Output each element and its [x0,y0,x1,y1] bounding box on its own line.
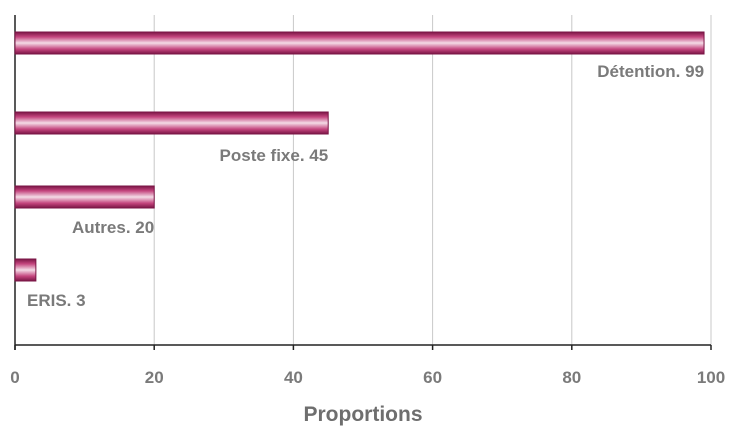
x-tick-label-100: 100 [697,368,725,387]
gridlines [153,15,712,345]
bar-d-tention [14,31,705,55]
bar-poste-fixe [14,111,329,135]
x-tick-label-40: 40 [284,368,303,387]
data-label-eris: ERIS. 3 [27,291,86,310]
bar-autres [14,185,155,209]
data-label-autres: Autres. 20 [72,218,154,237]
x-tick-label-80: 80 [562,368,581,387]
x-tick-label-20: 20 [145,368,164,387]
x-tick-label-0: 0 [10,368,19,387]
axes [14,15,712,350]
bars [14,31,705,282]
x-tick-labels: 0 20 40 60 80 100 [10,368,725,387]
x-axis-title: Proportions [304,403,423,426]
data-label-d-tention: Détention. 99 [597,62,704,81]
bar-eris [14,258,37,282]
data-label-poste-fixe: Poste fixe. 45 [220,146,329,165]
x-tick-label-60: 60 [423,368,442,387]
data-labels: Détention. 99 Poste fixe. 45 Autres. 20 ERI… [27,62,704,310]
